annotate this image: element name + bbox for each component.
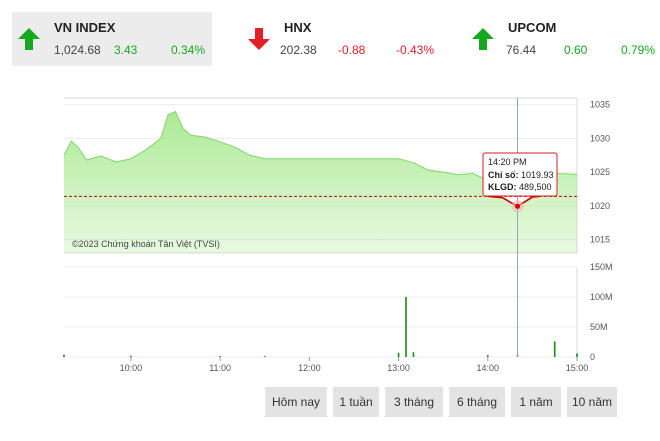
ticker-percent: 0.79% (621, 43, 656, 57)
period-1-year-button[interactable]: 1 năm (511, 387, 561, 417)
y-tick-label: 1020 (590, 201, 610, 211)
period-3-months-button[interactable]: 3 tháng (385, 387, 443, 417)
x-tick-label: 13:00 (387, 363, 410, 373)
ticker-value: 202.38 (280, 43, 317, 57)
ticker-name: VN INDEX (54, 20, 116, 35)
ticker-percent: 0.34% (171, 43, 206, 57)
tooltip-index: Chỉ số: 1019.93 (488, 170, 554, 180)
period-6-months-button[interactable]: 6 tháng (449, 387, 505, 417)
volume-bar (576, 353, 578, 357)
volume-bar (263, 356, 266, 357)
ticker-name: HNX (284, 20, 312, 35)
period-10-years-button[interactable]: 10 năm (567, 387, 617, 417)
y-tick-label: 1030 (590, 133, 610, 143)
ticker-percent: -0.43% (396, 43, 435, 57)
y-tick-label: 1035 (590, 100, 610, 110)
y-tick-label: 1015 (590, 235, 610, 245)
volume-y-tick-label: 100M (590, 292, 613, 302)
tooltip-volume: KLGD: 489,500 (488, 182, 552, 192)
below-reference-segment (487, 195, 503, 199)
volume-bar (405, 297, 407, 357)
x-tick-label: 14:00 (477, 363, 500, 373)
tooltip-box (482, 152, 558, 197)
x-tick-label: 15:00 (566, 363, 589, 373)
arrow-up-icon (18, 28, 40, 50)
chart-watermark: ©2023 Chứng khoán Tân Việt (TVSI) (72, 239, 220, 249)
index-chart[interactable]: 1035 1030 1025 1020 1015 150M 100M 50M 0 10:00 11:… (0, 70, 660, 380)
volume-y-tick-label: 0 (590, 352, 595, 362)
x-tick-label: 11:00 (209, 363, 231, 373)
ticker-hnx[interactable]: HNX 202.38 -0.88 -0.43% (242, 12, 442, 66)
hover-marker (515, 203, 521, 209)
ticker-change: 3.43 (114, 43, 138, 57)
volume-bar (412, 352, 415, 357)
ticker-change: 0.60 (564, 43, 588, 57)
x-tick-label: 12:00 (298, 363, 321, 373)
ticker-value: 76.44 (506, 43, 537, 57)
volume-bar (397, 352, 400, 357)
ticker-name: UPCOM (508, 20, 557, 35)
arrow-down-icon (248, 28, 270, 50)
ticker-vnindex[interactable]: VN INDEX 1,024.68 3.43 0.34% (12, 12, 212, 66)
index-tickers: VN INDEX 1,024.68 3.43 0.34% HNX 202.38 … (0, 0, 660, 68)
volume-bar (486, 355, 489, 357)
volume-bar (130, 355, 132, 357)
ticker-value: 1,024.68 (54, 43, 101, 57)
tooltip-time: 14:20 PM (488, 157, 527, 167)
arrow-up-icon (472, 28, 494, 50)
price-area (64, 111, 577, 253)
period-1-week-button[interactable]: 1 tuần (333, 387, 379, 417)
volume-y-tick-label: 150M (590, 262, 613, 272)
volume-bar (63, 354, 65, 357)
y-tick-label: 1025 (590, 167, 610, 177)
ticker-upcom[interactable]: UPCOM 76.44 0.60 0.79% (466, 12, 656, 66)
x-tick-label: 10:00 (120, 363, 143, 373)
ticker-change: -0.88 (338, 43, 366, 57)
volume-bar (219, 356, 221, 357)
period-today-button[interactable]: Hôm nay (265, 387, 327, 417)
volume-bar (553, 341, 556, 357)
below-reference-segment (532, 195, 540, 198)
volume-y-tick-label: 50M (590, 322, 608, 332)
